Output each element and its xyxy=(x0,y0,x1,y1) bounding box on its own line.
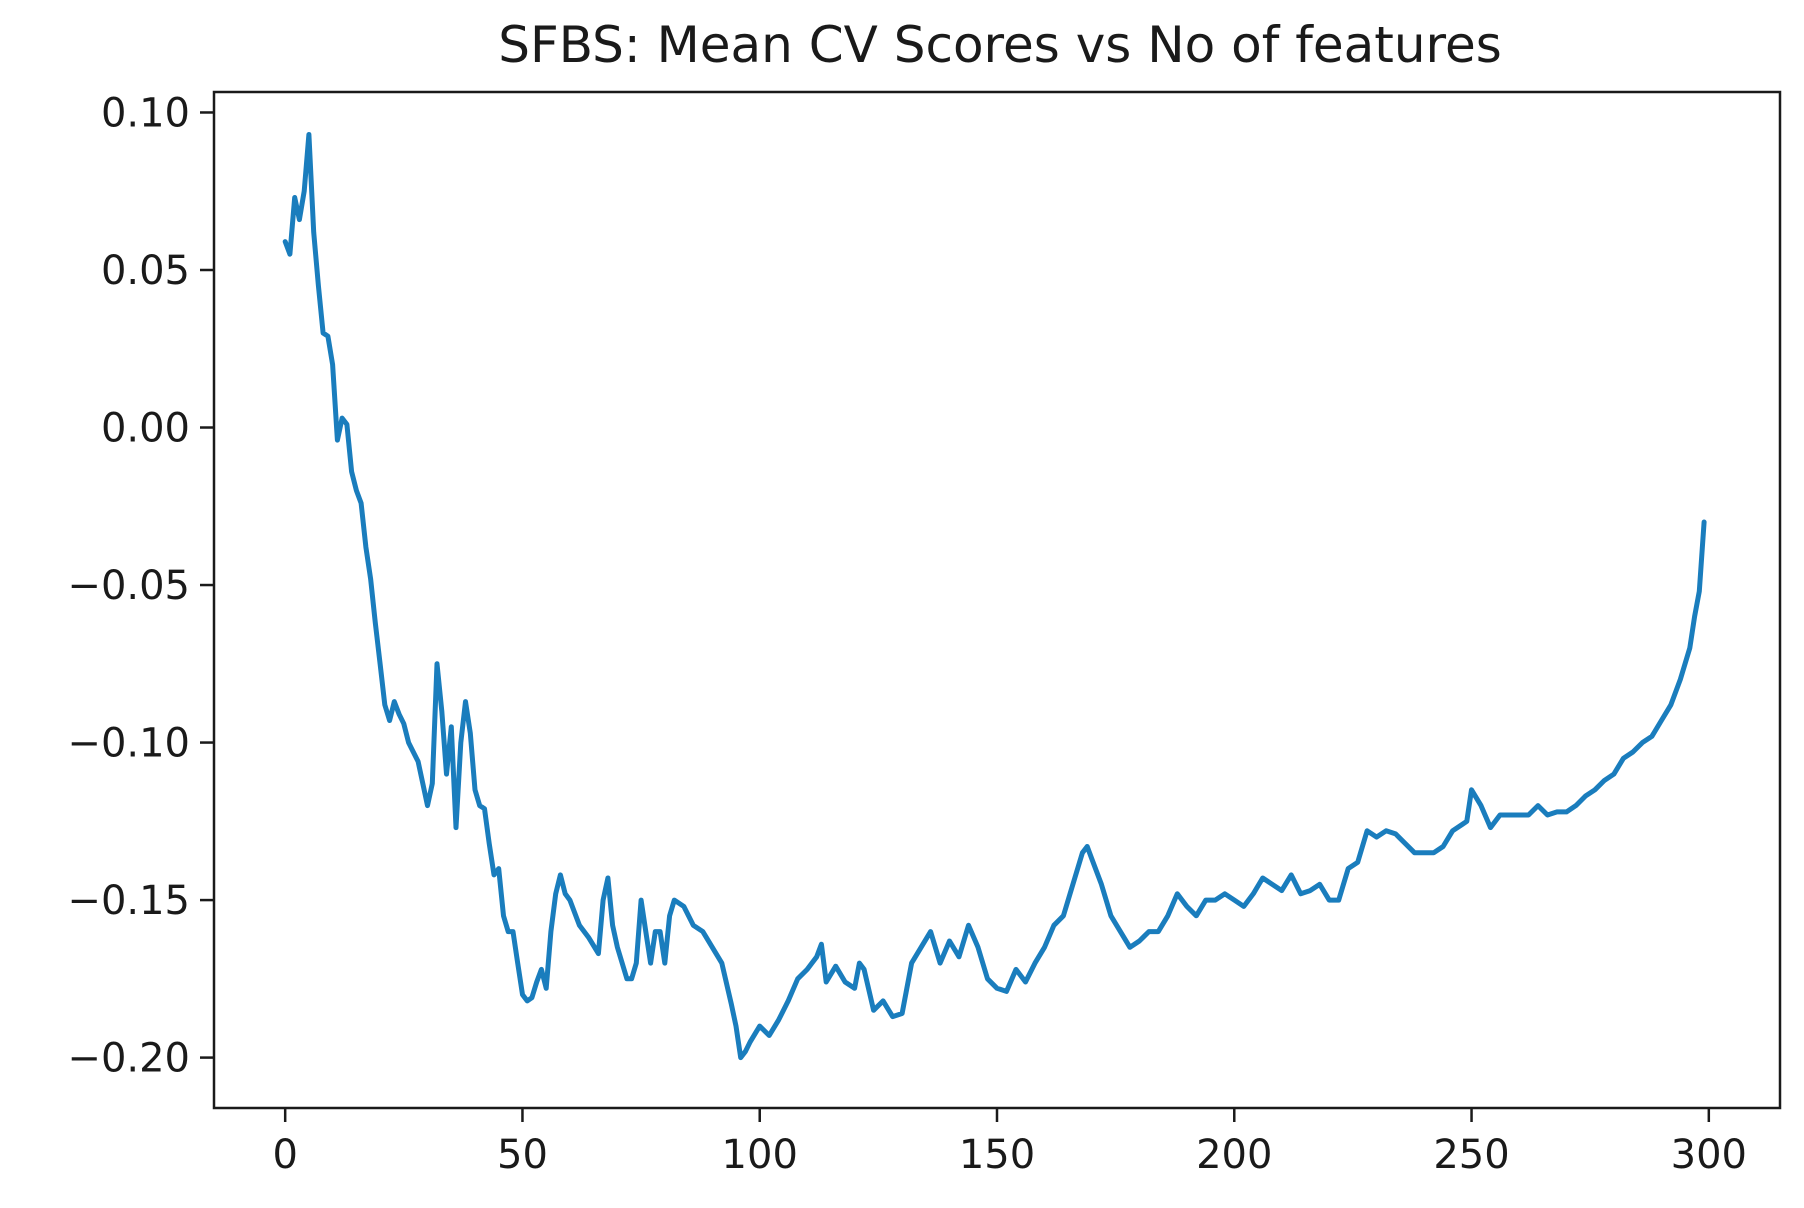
y-tick-label: 0.10 xyxy=(101,90,190,136)
series-group xyxy=(282,132,1707,1061)
x-tick-label: 0 xyxy=(272,1132,297,1178)
y-tick-label: 0.05 xyxy=(101,248,190,294)
x-tick-label: 100 xyxy=(722,1132,798,1178)
y-axis: 0.10 0.05 0.00 −0.05 −0.10 −0.15 −0.20 xyxy=(67,90,214,1082)
y-tick-label: −0.20 xyxy=(67,1036,190,1082)
series-line xyxy=(282,132,1707,1061)
y-tick-label: −0.05 xyxy=(67,563,190,609)
y-tick-label: −0.15 xyxy=(67,878,190,924)
plot-frame xyxy=(212,90,1782,1110)
x-tick-label: 50 xyxy=(497,1132,548,1178)
x-tick-label: 300 xyxy=(1671,1132,1747,1178)
x-tick-label: 200 xyxy=(1196,1132,1272,1178)
y-tick-label: 0.00 xyxy=(101,406,190,452)
x-tick-label: 250 xyxy=(1433,1132,1509,1178)
x-axis: 0 50 100 150 200 250 300 xyxy=(272,1108,1747,1178)
y-tick-label: −0.10 xyxy=(67,721,190,767)
x-tick-label: 150 xyxy=(959,1132,1035,1178)
chart-title: SFBS: Mean CV Scores vs No of features xyxy=(498,16,1502,74)
axes-frame-group xyxy=(212,90,1782,1110)
